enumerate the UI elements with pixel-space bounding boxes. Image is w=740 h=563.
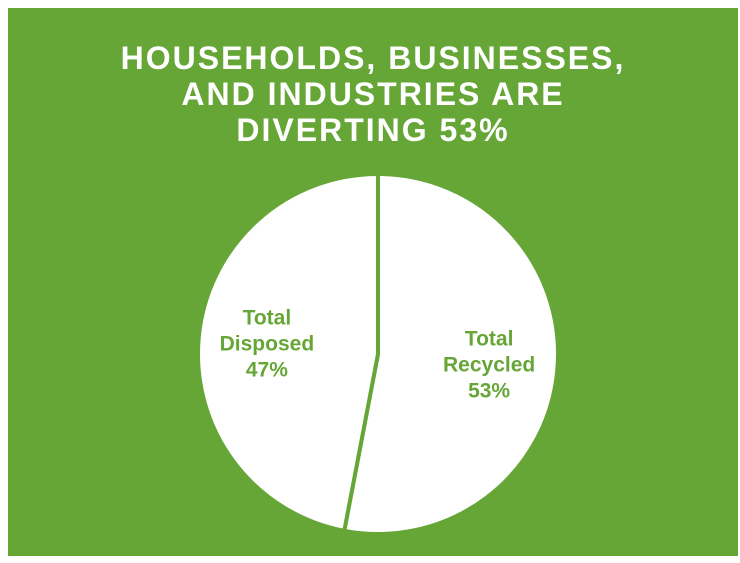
slice-label-recycled: Total Recycled 53% [443,328,535,403]
slice-label-line: 47% [246,358,288,381]
chart-title: HOUSEHOLDS, BUSINESSES, AND INDUSTRIES A… [8,40,738,148]
slice-label-line: Total [243,306,292,329]
slice-label-line: Disposed [220,332,315,355]
pie-slice-recycled [341,171,560,536]
slice-label-disposed: Total Disposed 47% [220,306,315,381]
pie-labels: Total Recycled 53% Total Disposed 47% [220,306,536,402]
slice-label-line: Recycled [443,354,535,377]
title-line-1: HOUSEHOLDS, BUSINESSES, [120,40,626,76]
slice-label-line: Total [465,328,514,351]
slice-label-line: 53% [468,380,510,403]
pie-slice-disposed [196,171,380,534]
title-line-2: AND INDUSTRIES ARE [181,76,565,112]
pie-slices [196,171,560,536]
title-line-3: DIVERTING 53% [236,112,510,148]
